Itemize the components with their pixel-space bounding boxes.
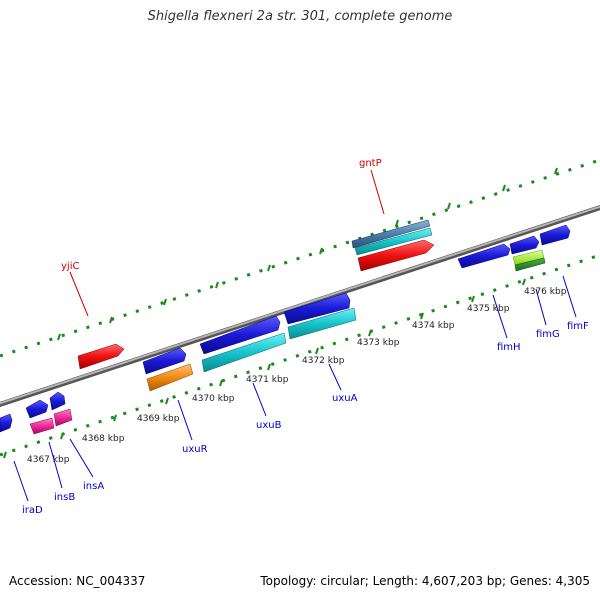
kbp-label: 4368 kbp xyxy=(82,434,125,444)
kbp-label: 4373 kbp xyxy=(357,338,400,348)
major-ticks xyxy=(3,167,558,459)
gene-feature-uxub-blue[interactable] xyxy=(199,315,281,355)
gene-feature-irad[interactable] xyxy=(25,399,49,419)
gene-label-uxub[interactable]: uxuB xyxy=(256,420,282,431)
accession-text: Accession: NC_004337 xyxy=(9,574,146,588)
gene-label-gntp[interactable]: gntP xyxy=(359,158,382,169)
gene-features[interactable] xyxy=(0,219,571,435)
gene-feature-fimh2[interactable] xyxy=(509,235,540,255)
tick-tracks xyxy=(0,158,600,459)
gene-label-fimg[interactable]: fimG xyxy=(536,329,560,340)
gene-feature-fimh[interactable] xyxy=(457,243,511,269)
gene-leader-lines xyxy=(13,169,577,502)
genome-title: Shigella flexneri 2a str. 301, complete … xyxy=(147,9,453,24)
gene-label-fimh[interactable]: fimH xyxy=(497,342,521,353)
gene-label-uxua[interactable]: uxuA xyxy=(332,393,358,404)
kbp-label: 4370 kbp xyxy=(192,394,235,404)
gene-label-yjic[interactable]: yjiC xyxy=(61,261,79,272)
gene-feature-gntp[interactable] xyxy=(357,239,435,272)
gene-label-insb[interactable]: insB xyxy=(54,492,75,503)
kbp-label: 4367 kbp xyxy=(27,455,70,465)
gene-feature-insa[interactable] xyxy=(53,408,73,427)
genome-backbone xyxy=(0,205,600,407)
kbp-label: 4375 kbp xyxy=(467,304,510,314)
gene-feature-fimf[interactable] xyxy=(539,224,571,246)
lower-tick-track xyxy=(0,253,600,457)
gene-labels: yjiC gntP iraD insB insA uxuR uxuB uxuA … xyxy=(22,158,589,516)
gene-label-uxur[interactable]: uxuR xyxy=(182,444,208,455)
gene-feature-insb-blue[interactable] xyxy=(49,391,66,411)
upper-tick-track xyxy=(0,158,600,358)
gene-label-fimf[interactable]: fimF xyxy=(567,321,589,332)
gene-feature-uxur[interactable] xyxy=(146,363,194,392)
kbp-labels: 4367 kbp 4368 kbp 4369 kbp 4370 kbp 4371… xyxy=(27,287,567,465)
kbp-label: 4371 kbp xyxy=(246,375,289,385)
gene-feature-yjic[interactable] xyxy=(77,343,125,370)
kbp-label: 4372 kbp xyxy=(302,356,345,366)
gene-label-insa[interactable]: insA xyxy=(83,481,104,492)
gene-feature-gntp-cyan[interactable] xyxy=(354,227,433,256)
gene-feature-uxur-blue[interactable] xyxy=(142,347,187,375)
gene-label-irad[interactable]: iraD xyxy=(22,505,43,516)
gene-feature-left-edge[interactable] xyxy=(0,413,13,433)
gene-feature-fimg-dark[interactable] xyxy=(514,257,546,272)
gene-feature-uxua-blue[interactable] xyxy=(283,292,351,325)
kbp-label: 4369 kbp xyxy=(137,414,180,424)
gene-feature-uxub[interactable] xyxy=(201,332,287,373)
gene-feature-uxua[interactable] xyxy=(287,307,357,340)
kbp-label: 4374 kbp xyxy=(412,321,455,331)
kbp-label: 4376 kbp xyxy=(524,287,567,297)
gene-feature-insb[interactable] xyxy=(29,417,55,435)
genome-summary-text: Topology: circular; Length: 4,607,203 bp… xyxy=(260,574,590,588)
gene-feature-gntp-steel[interactable] xyxy=(351,219,431,249)
